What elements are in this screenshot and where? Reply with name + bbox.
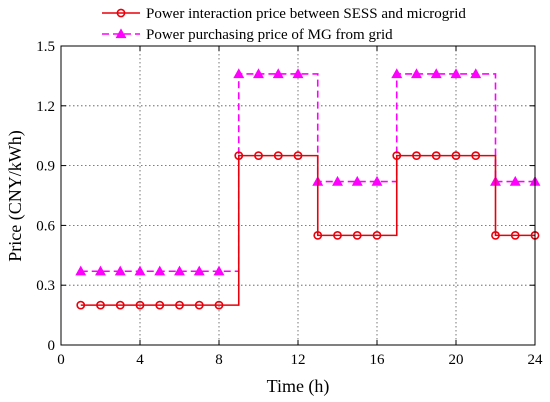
data-point [214, 300, 224, 310]
x-axis-ticks: 0 4 8 12 16 20 24 [57, 46, 543, 368]
y-axis-ticks: 0 0.3 0.6 0.9 1.2 1.5 [36, 39, 535, 354]
data-point [114, 265, 126, 276]
data-point [332, 175, 343, 186]
legend-label: Power interaction price between SESS and… [146, 6, 466, 22]
y-tick-label: 1.5 [36, 39, 55, 55]
data-point [510, 230, 520, 240]
data-point [96, 300, 105, 310]
series-layer [75, 68, 541, 310]
x-tick-label: 4 [136, 352, 144, 368]
data-point [391, 68, 403, 79]
data-point [371, 175, 383, 186]
data-point [470, 68, 482, 79]
legend-marker [115, 28, 127, 39]
data-point [75, 265, 87, 276]
legend-item: Power purchasing price of MG from grid [102, 27, 393, 43]
data-point [352, 230, 362, 240]
data-point [450, 68, 462, 79]
data-point [293, 151, 303, 161]
data-point [411, 68, 422, 79]
data-point [253, 68, 264, 79]
x-tick-label: 0 [57, 352, 65, 368]
data-point [272, 68, 284, 79]
legend-marker [116, 8, 126, 18]
data-point [234, 151, 244, 161]
x-tick-label: 8 [215, 352, 223, 368]
data-point [134, 265, 146, 276]
data-point [193, 265, 205, 276]
x-tick-label: 20 [449, 352, 464, 368]
data-point [194, 300, 204, 310]
x-tick-label: 12 [291, 352, 306, 368]
data-point [254, 151, 263, 161]
y-axis-title: Price (CNY/kWh) [5, 130, 26, 261]
x-tick-label: 16 [370, 352, 386, 368]
data-point [313, 230, 323, 240]
x-axis-title: Time (h) [267, 376, 330, 397]
data-point [95, 265, 106, 276]
data-point [273, 151, 283, 161]
series-line [80, 73, 535, 273]
data-point [174, 265, 185, 276]
legend: Power interaction price between SESS and… [102, 6, 466, 43]
data-point [233, 68, 245, 79]
data-point [292, 68, 304, 79]
data-point [471, 151, 481, 161]
data-point [175, 300, 184, 310]
y-tick-label: 0 [48, 338, 56, 354]
data-point [333, 230, 342, 240]
data-point [213, 265, 225, 276]
grid-lines [61, 46, 535, 345]
data-point [491, 230, 500, 240]
data-point [451, 151, 461, 161]
data-point [430, 68, 442, 79]
x-tick-label: 24 [528, 352, 544, 368]
data-point [115, 300, 125, 310]
y-tick-label: 1.2 [36, 99, 55, 115]
series-2 [75, 68, 541, 276]
data-point [372, 230, 382, 240]
series-line [80, 154, 535, 306]
data-point [412, 151, 421, 161]
data-point [154, 265, 166, 276]
legend-item: Power interaction price between SESS and… [102, 6, 466, 22]
y-tick-label: 0.3 [36, 278, 55, 294]
data-point [135, 300, 145, 310]
series-1 [76, 151, 540, 310]
y-tick-label: 0.6 [36, 218, 55, 234]
data-point [509, 175, 521, 186]
legend-label: Power purchasing price of MG from grid [146, 27, 393, 43]
data-point [392, 151, 402, 161]
data-point [76, 300, 86, 310]
y-tick-label: 0.9 [36, 159, 55, 175]
data-point [351, 175, 363, 186]
data-point [155, 300, 165, 310]
data-point [431, 151, 441, 161]
